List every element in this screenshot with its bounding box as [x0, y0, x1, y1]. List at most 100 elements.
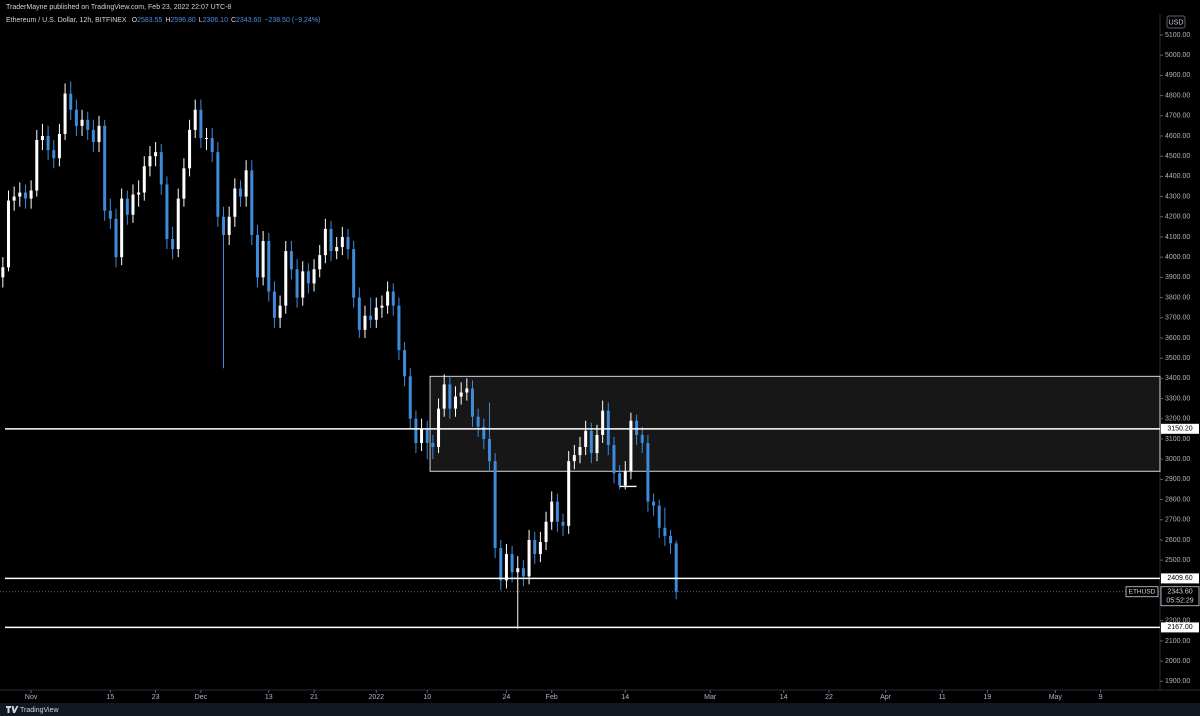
candle-body [103, 125, 107, 211]
x-tick-label: 13 [265, 694, 273, 701]
candle-body [318, 255, 322, 270]
candle-body [23, 192, 27, 199]
candle-body [91, 129, 95, 143]
candle-body [510, 554, 514, 573]
candle-body [312, 269, 316, 284]
currency[interactable]: USD [1169, 19, 1184, 26]
y-tick-label: 1900.00 [1165, 678, 1190, 685]
candle-body [125, 198, 129, 215]
candle-body [6, 200, 10, 268]
candle-body [216, 152, 220, 217]
y-tick-label: 3300.00 [1165, 395, 1190, 402]
candle-body [329, 228, 333, 252]
candle-body [448, 384, 452, 409]
candle-body [618, 473, 622, 486]
x-tick-label: 10 [423, 694, 431, 701]
candle-body [244, 170, 248, 197]
x-tick-label: Feb [546, 694, 558, 701]
countdown: 05:52:29 [1166, 598, 1193, 605]
y-tick-label: 3700.00 [1165, 315, 1190, 322]
ohlc-value: 2583.55 [137, 17, 162, 24]
x-tick-label: May [1049, 694, 1063, 701]
candle-body [663, 527, 667, 536]
candle-body [165, 184, 169, 239]
candle-body [397, 305, 401, 351]
candle-body [340, 236, 344, 248]
symbol-title: Ethereum / U.S. Dollar, 12h, BITFINEX [6, 17, 127, 24]
plot [0, 81, 1161, 629]
candle-body [578, 447, 582, 456]
candle-body [12, 196, 16, 201]
tv-logo [6, 706, 19, 713]
candle-body [363, 315, 367, 330]
last-symbol: ETHUSD [1129, 588, 1156, 595]
change: −238.50 (−9.24%) [264, 17, 320, 24]
candle-body [255, 234, 259, 278]
candle-body [403, 350, 407, 377]
candle-body [210, 137, 214, 153]
candle-body [46, 135, 50, 151]
x-tick-label: 21 [310, 694, 318, 701]
y-tick-label: 3900.00 [1165, 274, 1190, 281]
ohlc-value: 2596.80 [170, 17, 195, 24]
candle-body [57, 133, 61, 159]
candle-body [188, 129, 192, 169]
footer-bar [0, 703, 1200, 716]
y-tick-label: 3200.00 [1165, 416, 1190, 423]
candle-body [69, 93, 73, 110]
candle-body [352, 249, 356, 298]
candle-body [567, 461, 571, 526]
candle-body [346, 236, 350, 250]
ohlc-key: O [132, 17, 138, 24]
x-tick-label: Nov [25, 694, 38, 701]
candle-body [159, 152, 163, 185]
x-tick-label: 14 [621, 694, 629, 701]
level-label: 2409.60 [1167, 575, 1192, 582]
currency-box[interactable] [1166, 15, 1186, 29]
candle-body [646, 442, 650, 502]
candle-body [74, 109, 78, 126]
y-tick-label: 3600.00 [1165, 335, 1190, 342]
y-tick-label: 5100.00 [1165, 32, 1190, 39]
y-tick-label: 4200.00 [1165, 214, 1190, 221]
supply-zone [429, 375, 1161, 472]
x-tick-label: 19 [984, 694, 992, 701]
ohlc-key: L [199, 17, 203, 24]
candle-body [357, 297, 361, 330]
x-tick-label: Apr [880, 694, 892, 701]
x-tick-label: 11 [939, 694, 946, 701]
candle-body [52, 150, 56, 159]
candle-body [516, 568, 520, 573]
candle-body [550, 501, 554, 522]
candle-body [561, 521, 565, 526]
candle-body [652, 501, 656, 506]
candle-body [437, 408, 441, 448]
candle-body [18, 192, 22, 197]
candle-body [465, 388, 469, 393]
y-tick-label: 4400.00 [1165, 173, 1190, 180]
y-tick-label: 3400.00 [1165, 375, 1190, 382]
y-tick-label: 4100.00 [1165, 234, 1190, 241]
candle-body [420, 428, 424, 443]
last-price-box [1160, 586, 1200, 607]
candle-body [572, 455, 576, 462]
candle-body [595, 434, 599, 454]
candle-body [35, 140, 39, 191]
y-tick-label: 4300.00 [1165, 193, 1190, 200]
candle-body [657, 505, 661, 528]
y-tick-label: 3500.00 [1165, 355, 1190, 362]
candle-body [29, 190, 33, 199]
candle-body [193, 109, 197, 130]
candle-body [386, 291, 390, 306]
candle-body [86, 119, 90, 130]
candle-body [669, 535, 673, 544]
legend: Ethereum / U.S. Dollar, 12h, BITFINEX O 25… [6, 17, 320, 24]
y-tick-label: 2900.00 [1165, 476, 1190, 483]
candle-body [538, 541, 542, 555]
publisher: TraderMayne published on TradingView.com… [6, 4, 231, 11]
y-tick-label: 3800.00 [1165, 294, 1190, 301]
ohlc-value: 2306.10 [203, 17, 228, 24]
x-tick-label: 15 [106, 694, 114, 701]
candle-body [470, 388, 474, 417]
level-label-box [1161, 423, 1199, 434]
